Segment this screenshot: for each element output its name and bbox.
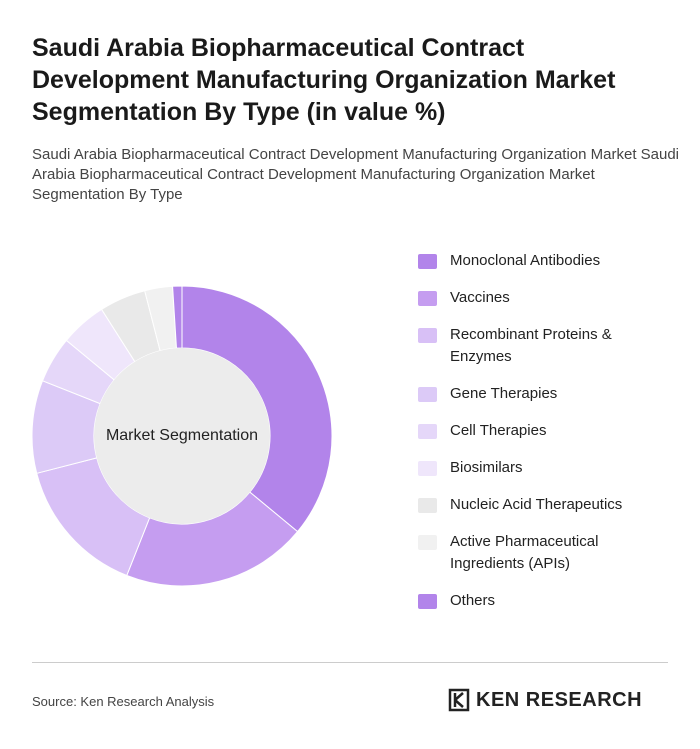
legend-item: Recombinant Proteins & Enzymes bbox=[418, 324, 648, 368]
logo-text: KEN RESEARCH bbox=[476, 688, 643, 711]
divider bbox=[32, 662, 668, 663]
subtitle: Saudi Arabia Biopharmaceutical Contract … bbox=[32, 146, 680, 203]
logo-icon bbox=[448, 688, 470, 712]
legend-swatch bbox=[418, 291, 437, 306]
legend-item: Cell Therapies bbox=[418, 420, 648, 442]
center-label: Market Segmentation bbox=[106, 427, 258, 444]
legend-label: Others bbox=[450, 592, 496, 609]
legend-item: Monoclonal Antibodies bbox=[418, 250, 648, 272]
legend-item: Biosimilars bbox=[418, 457, 648, 479]
legend: Monoclonal Antibodies Vaccines Recombinant… bbox=[418, 250, 648, 627]
legend-swatch bbox=[418, 424, 437, 439]
legend-swatch bbox=[418, 328, 437, 343]
legend-item: Gene Therapies bbox=[418, 383, 648, 405]
legend-label: Recombinant Proteins & Enzymes bbox=[450, 326, 612, 365]
legend-swatch bbox=[418, 498, 437, 513]
legend-label: Active Pharmaceutical Ingredients (APIs) bbox=[450, 533, 599, 572]
title: Saudi Arabia Biopharmaceutical Contract … bbox=[32, 34, 616, 126]
legend-label: Vaccines bbox=[450, 289, 510, 306]
chart: Market Segmentation bbox=[31, 285, 333, 587]
legend-label: Biosimilars bbox=[450, 459, 523, 476]
legend-swatch bbox=[418, 254, 437, 269]
legend-swatch bbox=[418, 535, 437, 550]
legend-item: Vaccines bbox=[418, 287, 648, 309]
legend-label: Gene Therapies bbox=[450, 385, 558, 402]
legend-item: Nucleic Acid Therapeutics bbox=[418, 494, 648, 516]
legend-item: Active Pharmaceutical Ingredients (APIs) bbox=[418, 531, 648, 575]
legend-label: Nucleic Acid Therapeutics bbox=[450, 496, 623, 513]
donut-center bbox=[94, 348, 270, 524]
legend-item: Others bbox=[418, 590, 648, 612]
legend-label: Monoclonal Antibodies bbox=[450, 252, 601, 269]
legend-swatch bbox=[418, 387, 437, 402]
legend-swatch bbox=[418, 594, 437, 609]
source: Source: Ken Research Analysis bbox=[32, 694, 215, 709]
legend-swatch bbox=[418, 461, 437, 476]
legend-label: Cell Therapies bbox=[450, 422, 547, 439]
logo: KEN RESEARCH bbox=[448, 688, 642, 712]
